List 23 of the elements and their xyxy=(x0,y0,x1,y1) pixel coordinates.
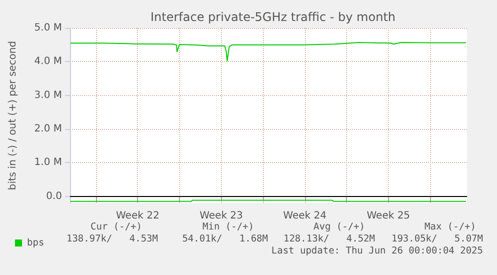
x-tick-label: Week 25 xyxy=(366,210,410,222)
y-tick-label: 4.0 M xyxy=(34,56,62,68)
text: Last update: Thu Jun 26 00:00:04 2025 xyxy=(271,246,483,256)
y-tick-label: 2.0 M xyxy=(34,123,62,134)
text: Min (-/+) xyxy=(202,222,254,232)
text: Avg (-/+) xyxy=(314,222,365,232)
text: 193.05k/ 5.07M xyxy=(391,234,484,244)
text: 138.97k/ 4.53M xyxy=(66,234,158,244)
y-tick-label: 3.0 M xyxy=(34,90,62,101)
line-series xyxy=(70,42,467,62)
text: Cur (-/+) xyxy=(90,222,142,232)
x-tick-label: Week 24 xyxy=(283,210,326,222)
legend-label: bps xyxy=(27,238,44,248)
y-tick-label: 0.0 xyxy=(46,190,62,202)
x-tick-label: Week 23 xyxy=(200,210,243,222)
text: Max (-/+) xyxy=(424,222,476,232)
y-tick-label: 1.0 M xyxy=(34,157,62,168)
y-axis-title: bits in (-) / out (+) per second xyxy=(8,40,18,190)
text: 54.01k/ 1.68M xyxy=(182,234,268,244)
chart-title: Interface private-5GHz traffic - by month xyxy=(150,10,396,24)
y-tick-label: 5.0 M xyxy=(34,22,62,34)
x-tick-label: Week 22 xyxy=(116,210,160,222)
text: 128.13k/ 4.52M xyxy=(283,234,376,244)
